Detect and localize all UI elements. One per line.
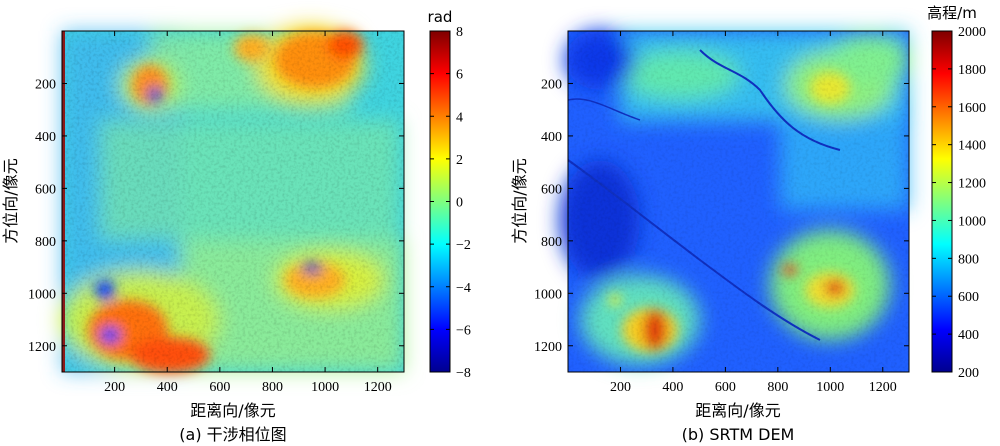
colorbar-tick-label: 200: [958, 366, 979, 381]
y-tick-label: 400: [541, 130, 562, 145]
y-tick-label: 600: [35, 182, 56, 197]
colorbar-tick-label: 8: [456, 25, 463, 40]
ticks-a: 200 400 600 800 1000 1200 200 400 600 800 1000 1200: [28, 31, 404, 395]
y-tick-label: 200: [541, 77, 562, 92]
colorbar-ticks-a: 8 6 4 2 0 −2 −4 −6 −8: [430, 25, 471, 381]
colorbar-tick-label: 1600: [958, 101, 986, 116]
colorbar-b: [931, 30, 953, 373]
colorbar-tick-label: 400: [958, 328, 979, 343]
x-tick-label: 800: [262, 380, 283, 395]
panel-b: 200 400 600 800 1000 1200 200 400 600 800 1000 1200…: [510, 4, 986, 444]
panel-a: 200 400 600 800 1000 1200 200 400 600 800 1000 1200…: [1, 8, 471, 444]
colorbar-tick-label: 0: [456, 196, 463, 211]
colorbar-tick-label: −4: [456, 281, 471, 296]
axes-frame-a: [61, 30, 405, 373]
colorbar-tick-label: −6: [456, 323, 471, 338]
dem-heatmap: [560, 30, 910, 372]
colorbar-label-a: rad: [428, 8, 453, 26]
caption-b: (b) SRTM DEM: [682, 425, 795, 444]
y-tick-label: 200: [35, 77, 56, 92]
ylabel-a: 方位向/像元: [1, 158, 20, 243]
ylabel-b: 方位向/像元: [510, 158, 529, 243]
ticks-b: 200 400 600 800 1000 1200 200 400 600 800 1000 1200: [534, 31, 909, 395]
x-tick-label: 600: [209, 380, 230, 395]
colorbar-tick-label: 2000: [958, 25, 986, 40]
x-tick-label: 1200: [364, 380, 392, 395]
colorbar-tick-label: 600: [958, 290, 979, 305]
colorbar-tick-label: 2: [456, 153, 463, 168]
x-tick-label: 400: [662, 380, 683, 395]
colorbar-tick-label: 1800: [958, 63, 986, 78]
colorbar-tick-label: 1200: [958, 177, 986, 192]
x-tick-label: 1000: [816, 380, 844, 395]
colorbar-tick-label: −8: [456, 366, 471, 381]
colorbar-tick-label: 6: [456, 68, 463, 83]
y-tick-label: 600: [541, 182, 562, 197]
x-tick-label: 200: [610, 380, 631, 395]
y-tick-label: 800: [541, 235, 562, 250]
axes-frame-b: [567, 30, 910, 373]
x-tick-label: 1200: [869, 380, 897, 395]
y-tick-label: 1000: [28, 287, 56, 302]
y-tick-label: 400: [35, 130, 56, 145]
x-tick-label: 600: [715, 380, 736, 395]
x-tick-label: 1000: [311, 380, 339, 395]
x-tick-label: 400: [157, 380, 178, 395]
xlabel-b: 距离向/像元: [695, 401, 780, 420]
y-tick-label: 1000: [534, 287, 562, 302]
colorbar-tick-label: 4: [456, 110, 463, 125]
colorbar-tick-label: 1400: [958, 139, 986, 154]
x-tick-label: 800: [767, 380, 788, 395]
phase-heatmap: [60, 25, 404, 373]
xlabel-a: 距离向/像元: [190, 401, 275, 420]
y-tick-label: 1200: [534, 340, 562, 355]
colorbar-label-b: 高程/m: [927, 4, 977, 22]
y-tick-label: 1200: [28, 340, 56, 355]
colorbar-ticks-b: 2000 1800 1600 1400 1200 1000 800 600 400 200: [932, 25, 986, 381]
y-tick-label: 800: [35, 235, 56, 250]
colorbar-tick-label: 1000: [958, 214, 986, 229]
colorbar-tick-label: −2: [456, 238, 471, 253]
colorbar-tick-label: 800: [958, 252, 979, 267]
caption-a: (a) 干涉相位图: [179, 425, 286, 444]
x-tick-label: 200: [104, 380, 125, 395]
